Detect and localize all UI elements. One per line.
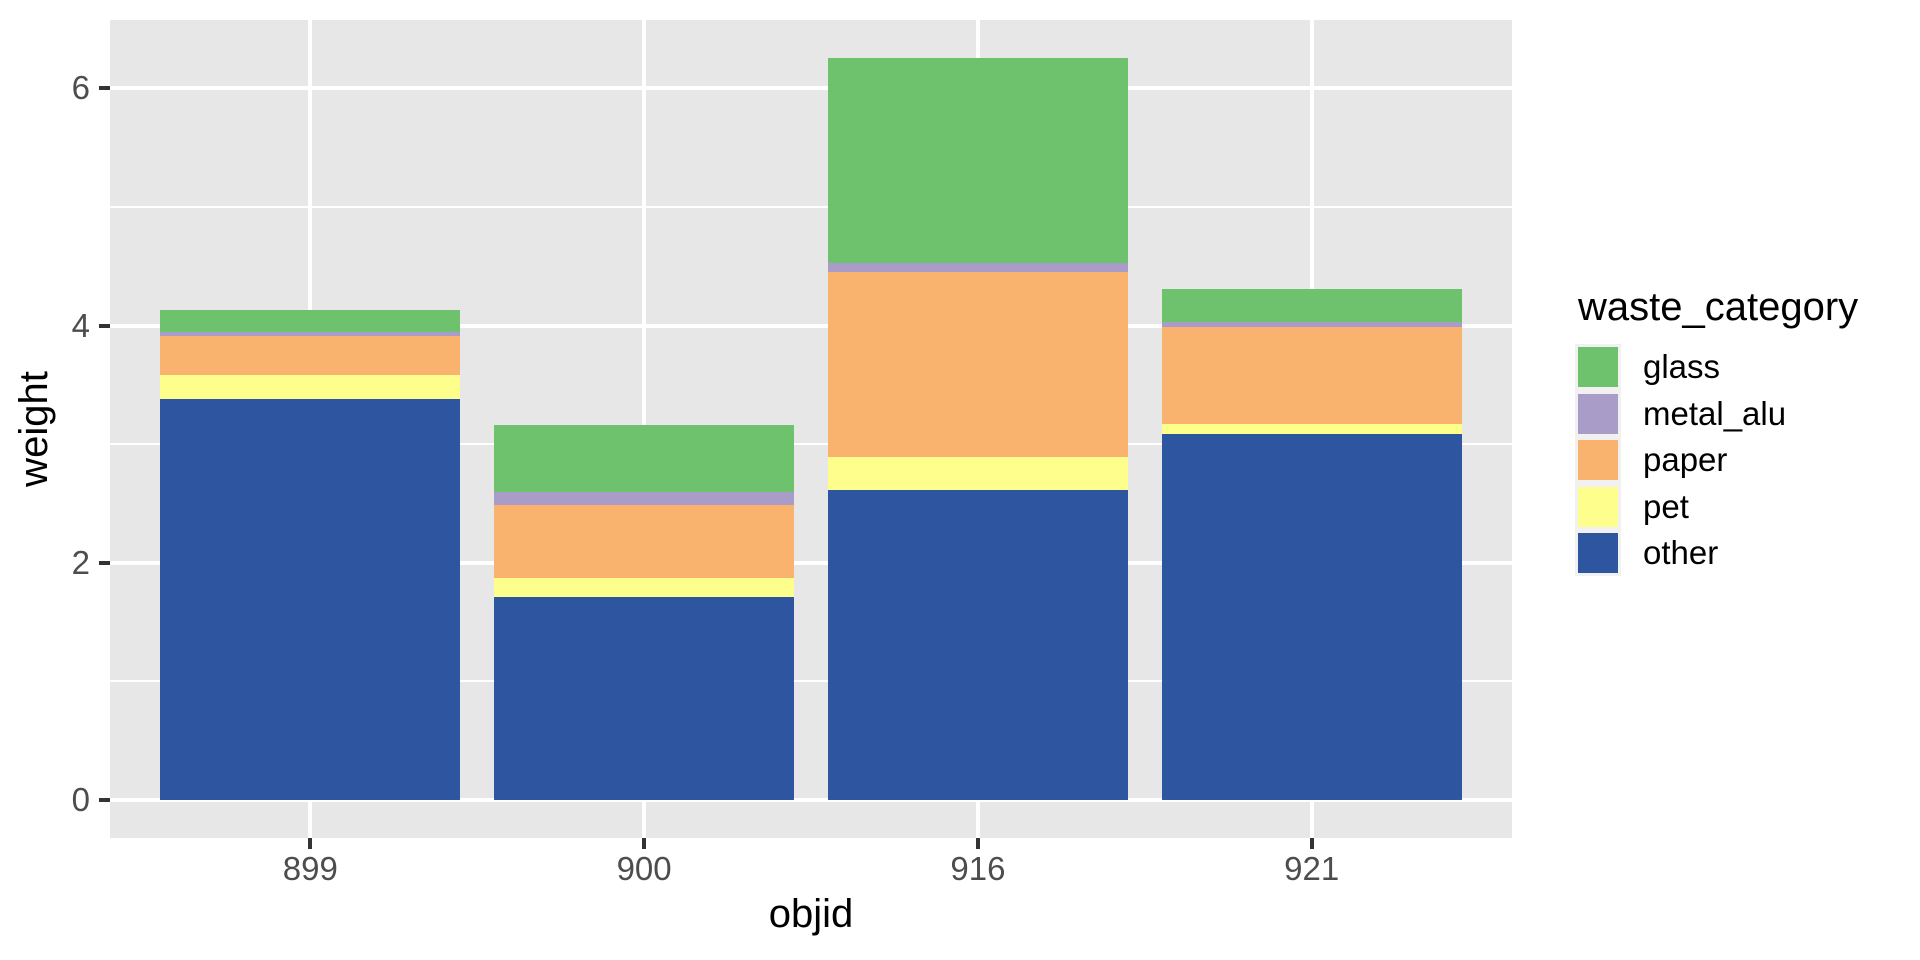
- y-axis-title: weight: [12, 371, 56, 487]
- y-tick-label-0: 0: [71, 781, 90, 818]
- legend-label-paper: paper: [1643, 441, 1728, 478]
- bar-segment-916-other: [827, 490, 1129, 800]
- y-tick-label-6: 6: [71, 69, 90, 107]
- bar-segment-921-metal_alu: [1161, 322, 1462, 327]
- y-tick-6: [99, 86, 110, 91]
- legend-label-metal_alu: metal_alu: [1643, 394, 1787, 432]
- legend-label-pet: pet: [1643, 487, 1689, 525]
- x-tick-label-900: 900: [616, 850, 672, 887]
- bar-segment-899-glass: [160, 310, 461, 332]
- legend-key-metal_alu: [1578, 393, 1618, 434]
- bar-segment-899-metal_alu: [160, 331, 461, 337]
- x-tick-916: [975, 838, 980, 849]
- y-tick-2: [99, 560, 110, 565]
- gridline-y-major-4: [110, 323, 1512, 328]
- bar-segment-921-glass: [1161, 288, 1462, 323]
- legend-label-glass: glass: [1643, 348, 1721, 385]
- y-tick-label-4: 4: [71, 306, 90, 344]
- bar-segment-899-other: [160, 399, 461, 800]
- gridline-y-minor-1: [110, 680, 1512, 683]
- bar-segment-916-glass: [827, 57, 1129, 263]
- x-tick-label-916: 916: [950, 850, 1006, 887]
- x-tick-899: [308, 838, 313, 849]
- y-tick-4: [99, 323, 110, 328]
- y-tick-label-2: 2: [71, 543, 90, 581]
- bar-segment-916-paper: [827, 272, 1129, 458]
- bar-segment-916-metal_alu: [827, 262, 1129, 273]
- x-tick-label-921: 921: [1284, 850, 1340, 887]
- bar-segment-900-other: [493, 597, 795, 800]
- gridline-y-minor-3: [110, 443, 1512, 446]
- gridline-y-major-2: [110, 560, 1512, 565]
- legend-key-glass: [1578, 347, 1618, 387]
- legend-label-other: other: [1643, 534, 1719, 571]
- legend-title: waste_category: [1578, 285, 1859, 329]
- bar-segment-921-paper: [1161, 326, 1462, 425]
- x-tick-label-899: 899: [282, 850, 338, 887]
- plot-panel: [110, 20, 1512, 838]
- bar-segment-916-pet: [827, 457, 1129, 491]
- gridline-y-major-6: [110, 86, 1512, 91]
- bar-segment-900-pet: [493, 578, 795, 598]
- gridline-y-major-0: [110, 798, 1512, 802]
- legend-key-other: [1578, 533, 1618, 573]
- gridline-y-minor-5: [110, 206, 1512, 208]
- y-tick-0: [99, 798, 110, 802]
- bar-segment-900-paper: [493, 504, 795, 579]
- x-tick-900: [642, 838, 647, 849]
- x-axis-title: objid: [768, 892, 854, 936]
- bar-segment-900-glass: [493, 425, 795, 492]
- bar-segment-900-metal_alu: [493, 491, 795, 505]
- bar-segment-921-pet: [1161, 424, 1462, 434]
- legend-key-paper: [1578, 440, 1618, 480]
- bar-segment-899-paper: [160, 336, 461, 376]
- bar-segment-921-other: [1161, 433, 1462, 800]
- legend-key-pet: [1578, 486, 1618, 527]
- bar-segment-899-pet: [160, 375, 461, 400]
- x-tick-921: [1309, 838, 1314, 849]
